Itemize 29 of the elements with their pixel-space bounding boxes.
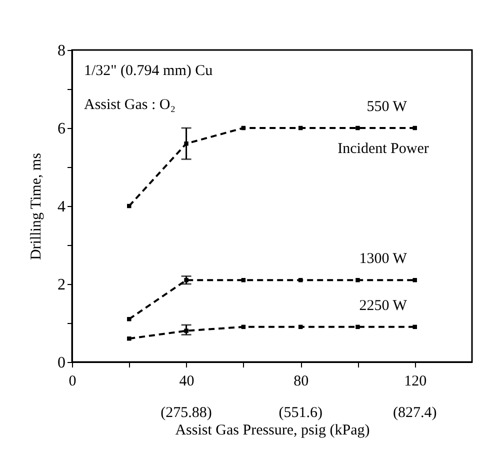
x-tick-label: 120	[404, 374, 427, 390]
y-tick-label: 4	[58, 198, 66, 216]
series-label: 1300 W	[359, 251, 408, 268]
y-tick-label: 6	[58, 120, 66, 138]
point	[412, 126, 417, 130]
y-tick-label: 2	[58, 276, 66, 294]
x-axis-title: Assist Gas Pressure, psig (kPag)	[175, 422, 370, 438]
point	[127, 316, 132, 322]
point	[127, 204, 132, 208]
x-tick-label: 80	[294, 374, 309, 390]
annotation: Assist Gas : O₂	[84, 97, 176, 113]
point	[356, 278, 360, 282]
point	[412, 324, 417, 330]
point	[356, 126, 360, 130]
series-label: 2250 W	[359, 298, 408, 314]
point	[127, 336, 132, 341]
text: (275.88)	[160, 405, 212, 421]
x-tick-label: 0	[68, 374, 76, 390]
text: (551.6)	[278, 405, 322, 421]
text: (827.4)	[392, 405, 437, 421]
point	[356, 324, 360, 330]
y-axis-title: Drilling Time, ms	[28, 152, 44, 260]
y-tick-label: 8	[58, 42, 66, 60]
annotation: 1/32" (0.794 mm) Cu	[84, 63, 214, 79]
series-label: 550 W	[366, 99, 408, 115]
annotation: Incident Power	[338, 141, 429, 157]
x-tick-label: 40	[179, 374, 194, 390]
y-tick-label: 0	[58, 354, 66, 372]
point	[412, 278, 417, 282]
